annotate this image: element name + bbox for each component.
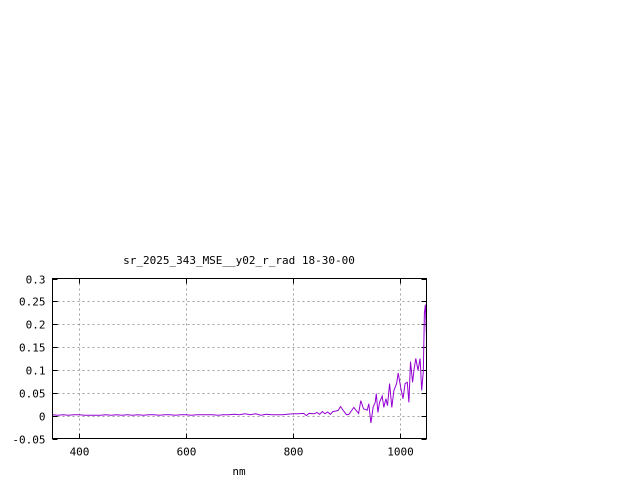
chart-title: sr_2025_343_MSE__y02_r_rad 18-30-00 [123,254,355,267]
x-axis-label: nm [232,465,246,478]
y-tick-label: 0.25 [19,296,46,309]
grid [52,278,427,439]
y-tick-label: 0 [39,411,46,424]
y-tick-label: 0.2 [26,319,46,332]
x-tick-label: 1000 [387,446,414,459]
y-tick-label: 0.05 [19,388,46,401]
series-line [52,304,427,424]
plot-frame [52,278,427,439]
y-tick-label: 0.15 [19,342,46,355]
x-tick-label: 600 [177,446,197,459]
y-tick-label: 0.1 [26,365,46,378]
y-tick-label: 0.3 [26,274,46,287]
y-tick-label: -0.05 [12,434,45,447]
ticks: 400 600 800 1000 -0.05 0 0.05 0.1 0.15 0.2 0.25 0.3 [12,274,427,459]
x-tick-label: 400 [70,446,90,459]
x-tick-label: 800 [284,446,304,459]
